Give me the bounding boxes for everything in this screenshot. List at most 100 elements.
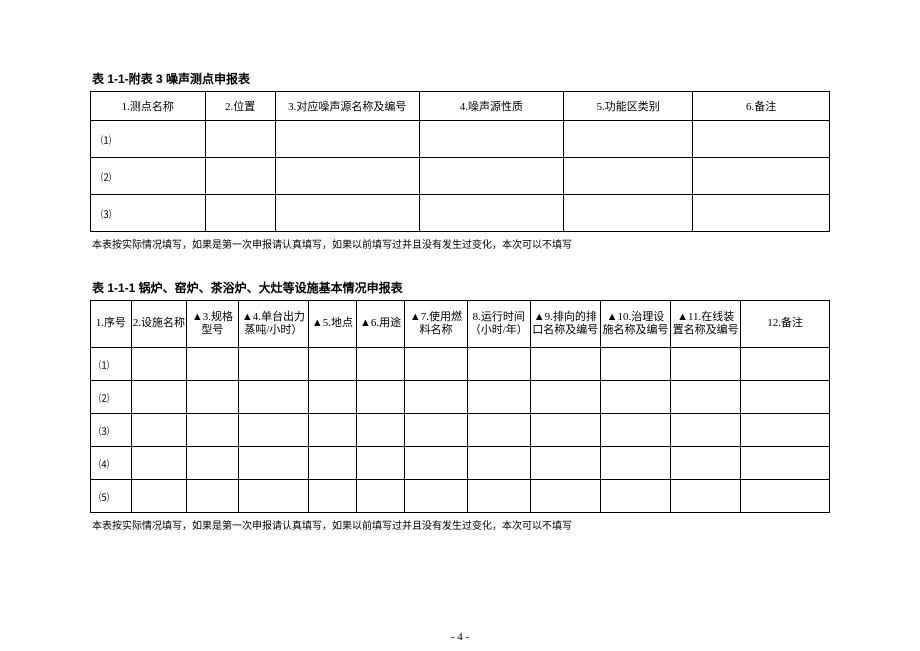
cell — [238, 480, 308, 513]
row-label: ⑵ — [91, 158, 206, 195]
cell — [419, 195, 563, 232]
cell — [530, 348, 600, 381]
col-header: 2.位置 — [205, 92, 275, 121]
col-header: ▲11.在线装置名称及编号 — [671, 301, 741, 348]
cell — [405, 414, 468, 447]
col-header: ▲4.单台出力蒸吨/小时） — [238, 301, 308, 348]
cell — [357, 348, 405, 381]
table-row: ⑸ — [91, 480, 830, 513]
table2-title: 表 1-1-1 锅炉、窑炉、茶浴炉、大灶等设施基本情况申报表 — [92, 279, 830, 296]
t1-header-row: 1.测点名称2.位置3.对应噪声源名称及编号4.噪声源性质5.功能区类别6.备注 — [91, 92, 830, 121]
cell — [741, 480, 830, 513]
cell — [187, 414, 239, 447]
cell — [308, 447, 356, 480]
cell — [405, 447, 468, 480]
cell — [308, 480, 356, 513]
t1-body: ⑴⑵⑶ — [91, 121, 830, 232]
table-row: ⑷ — [91, 447, 830, 480]
cell — [671, 348, 741, 381]
row-label: ⑴ — [91, 121, 206, 158]
cell — [275, 158, 419, 195]
cell — [308, 348, 356, 381]
cell — [131, 447, 186, 480]
cell — [187, 480, 239, 513]
cell — [530, 447, 600, 480]
row-label: ⑸ — [91, 480, 132, 513]
col-header: 5.功能区类别 — [563, 92, 692, 121]
cell — [205, 158, 275, 195]
row-label: ⑵ — [91, 381, 132, 414]
cell — [563, 195, 692, 232]
row-label: ⑷ — [91, 447, 132, 480]
cell — [467, 381, 530, 414]
row-label: ⑴ — [91, 348, 132, 381]
cell — [238, 447, 308, 480]
cell — [238, 414, 308, 447]
cell — [671, 447, 741, 480]
cell — [357, 480, 405, 513]
cell — [131, 381, 186, 414]
boiler-facility-table: 1.序号2.设施名称▲3.规格型号▲4.单台出力蒸吨/小时）▲5.地点▲6.用途… — [90, 300, 830, 513]
cell — [600, 414, 670, 447]
table-row: ⑵ — [91, 158, 830, 195]
table-row: ⑴ — [91, 348, 830, 381]
cell — [405, 348, 468, 381]
cell — [600, 480, 670, 513]
col-header: ▲9.排向的排口名称及编号 — [530, 301, 600, 348]
cell — [419, 158, 563, 195]
cell — [467, 480, 530, 513]
col-header: 8.运行时间（小时/年） — [467, 301, 530, 348]
cell — [467, 414, 530, 447]
col-header: 4.噪声源性质 — [419, 92, 563, 121]
t2-body: ⑴⑵⑶⑷⑸ — [91, 348, 830, 513]
col-header: 3.对应噪声源名称及编号 — [275, 92, 419, 121]
col-header: 12.备注 — [741, 301, 830, 348]
col-header: 1.测点名称 — [91, 92, 206, 121]
cell — [308, 414, 356, 447]
col-header: ▲3.规格型号 — [187, 301, 239, 348]
cell — [419, 121, 563, 158]
col-header: 1.序号 — [91, 301, 132, 348]
cell — [131, 414, 186, 447]
cell — [671, 381, 741, 414]
cell — [563, 121, 692, 158]
cell — [131, 480, 186, 513]
row-label: ⑶ — [91, 195, 206, 232]
cell — [600, 447, 670, 480]
col-header: ▲5.地点 — [308, 301, 356, 348]
cell — [671, 480, 741, 513]
cell — [563, 158, 692, 195]
col-header: ▲6.用途 — [357, 301, 405, 348]
cell — [741, 381, 830, 414]
cell — [530, 414, 600, 447]
cell — [693, 195, 830, 232]
cell — [467, 348, 530, 381]
cell — [308, 381, 356, 414]
cell — [467, 447, 530, 480]
cell — [205, 195, 275, 232]
cell — [238, 381, 308, 414]
col-header: ▲7.使用燃料名称 — [405, 301, 468, 348]
cell — [530, 480, 600, 513]
document-page: 表 1-1-附表 3 噪声测点申报表 1.测点名称2.位置3.对应噪声源名称及编… — [0, 0, 920, 651]
row-label: ⑶ — [91, 414, 132, 447]
cell — [405, 480, 468, 513]
cell — [600, 348, 670, 381]
cell — [741, 447, 830, 480]
table-row: ⑴ — [91, 121, 830, 158]
cell — [671, 414, 741, 447]
t2-header-row: 1.序号2.设施名称▲3.规格型号▲4.单台出力蒸吨/小时）▲5.地点▲6.用途… — [91, 301, 830, 348]
noise-point-table: 1.测点名称2.位置3.对应噪声源名称及编号4.噪声源性质5.功能区类别6.备注… — [90, 91, 830, 232]
col-header: 6.备注 — [693, 92, 830, 121]
cell — [187, 381, 239, 414]
cell — [187, 447, 239, 480]
cell — [238, 348, 308, 381]
cell — [600, 381, 670, 414]
cell — [275, 121, 419, 158]
table2-note: 本表按实际情况填写，如果是第一次申报请认真填写，如果以前填写过并且没有发生过变化… — [92, 517, 830, 532]
table-row: ⑶ — [91, 414, 830, 447]
cell — [741, 414, 830, 447]
table-row: ⑵ — [91, 381, 830, 414]
cell — [357, 414, 405, 447]
table1-note: 本表按实际情况填写，如果是第一次申报请认真填写，如果以前填写过并且没有发生过变化… — [92, 236, 830, 251]
